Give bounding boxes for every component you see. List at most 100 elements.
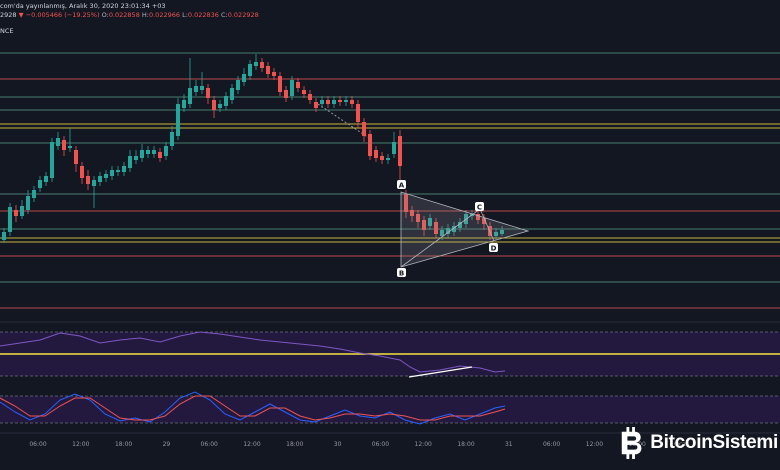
candle-body	[476, 214, 480, 220]
pattern-point-d[interactable]: D	[489, 243, 498, 253]
candle-body	[320, 100, 324, 104]
candle-body	[386, 158, 390, 160]
candle-body	[104, 174, 108, 178]
candle-body	[326, 100, 330, 104]
candle-body	[446, 228, 450, 234]
pattern-point-b[interactable]: B	[397, 268, 406, 278]
exchange-label: NCE	[0, 27, 14, 35]
candle-body	[212, 100, 216, 110]
candle-body	[482, 218, 486, 224]
level-lines	[0, 52, 780, 309]
candle-body	[188, 88, 192, 104]
candle-body	[428, 218, 432, 226]
open-value: 0.022858	[108, 11, 140, 19]
price-change: ▼ −0.005466 (−19.25%)	[18, 11, 100, 19]
publish-info: com'da yayınlanmış, Aralık 30, 2020 23:0…	[0, 2, 166, 10]
time-label: 12:00	[72, 441, 89, 448]
low-value: 0.022836	[187, 11, 219, 19]
candle-body	[290, 80, 294, 96]
time-label: 31	[505, 441, 513, 448]
candle-body	[170, 132, 174, 146]
candle-body	[134, 156, 138, 160]
candle-body	[296, 82, 300, 88]
candle-body	[8, 207, 12, 232]
rsi-pane	[0, 331, 780, 378]
candle-body	[494, 232, 498, 236]
svg-text:B: B	[399, 270, 404, 278]
candle-body	[176, 104, 180, 136]
time-label: 12:00	[243, 441, 260, 448]
candle-body	[140, 150, 144, 158]
time-label: Oca	[674, 441, 686, 448]
candle-body	[92, 180, 96, 186]
candle-body	[2, 232, 6, 240]
triangle-pattern[interactable]	[400, 191, 530, 268]
candle-body	[128, 156, 132, 168]
candle-body	[308, 94, 312, 100]
candle-body	[146, 150, 150, 154]
candle-body	[380, 156, 384, 160]
candle-body	[356, 104, 360, 122]
time-label: 12:00	[586, 441, 603, 448]
candle-body	[440, 230, 444, 236]
candle-body	[152, 150, 156, 154]
candle-body	[20, 206, 24, 216]
candle-body	[278, 76, 282, 92]
candle-body	[158, 152, 162, 158]
candle-body	[224, 96, 228, 106]
last-price: 2928	[0, 11, 17, 19]
svg-text:C: C	[477, 204, 482, 212]
candle-body	[62, 140, 66, 150]
time-axis[interactable]: 06:00 12:00 18:00 29 06:00 12:00 18:00 30 06:00 1…	[29, 441, 686, 448]
candle-body	[392, 142, 396, 154]
bitcoinsistemi-logo: BitcoinSistemi	[618, 423, 778, 463]
candle-body	[38, 180, 42, 188]
candle-body	[116, 170, 120, 172]
candle-body	[218, 104, 222, 108]
time-label: 29	[163, 441, 171, 448]
candle-body	[98, 176, 102, 182]
candle-body	[302, 90, 306, 94]
candle-body	[458, 222, 462, 228]
candle-body	[362, 122, 366, 136]
candle-body	[194, 86, 198, 92]
candle-body	[182, 100, 186, 108]
time-label: 06:00	[543, 441, 560, 448]
candle-body	[164, 146, 168, 156]
time-label: 30	[334, 441, 342, 448]
candle-body	[206, 88, 210, 98]
candle-body	[32, 190, 36, 198]
svg-text:D: D	[491, 245, 497, 253]
candle-body	[266, 66, 270, 74]
candle-body	[14, 210, 18, 216]
trend-line[interactable]	[317, 103, 373, 141]
time-label: 06:00	[372, 441, 389, 448]
candle-body	[272, 72, 276, 76]
candle-body	[350, 100, 354, 104]
candle-body	[110, 170, 114, 176]
candle-body	[44, 176, 48, 182]
pattern-point-a[interactable]: A	[397, 180, 406, 190]
candle-body	[242, 74, 246, 82]
candle-body	[284, 90, 288, 98]
candle-body	[86, 176, 90, 184]
candle-body	[416, 214, 420, 222]
candle-body	[248, 64, 252, 76]
candle-body	[200, 86, 204, 90]
candle-body	[368, 134, 372, 156]
candle-body	[236, 80, 240, 90]
time-label: 18:00	[115, 441, 132, 448]
pattern-point-c[interactable]: C	[475, 202, 484, 212]
candle-body	[80, 166, 84, 178]
candle-body	[434, 222, 438, 234]
candle-body	[500, 230, 504, 234]
candle-body	[56, 138, 60, 146]
candle-body	[50, 142, 54, 178]
candle-body	[398, 136, 402, 166]
close-value: 0.022928	[227, 11, 259, 19]
candle-body	[254, 62, 258, 66]
candle-body	[338, 100, 342, 102]
high-value: 0.022966	[148, 11, 180, 19]
